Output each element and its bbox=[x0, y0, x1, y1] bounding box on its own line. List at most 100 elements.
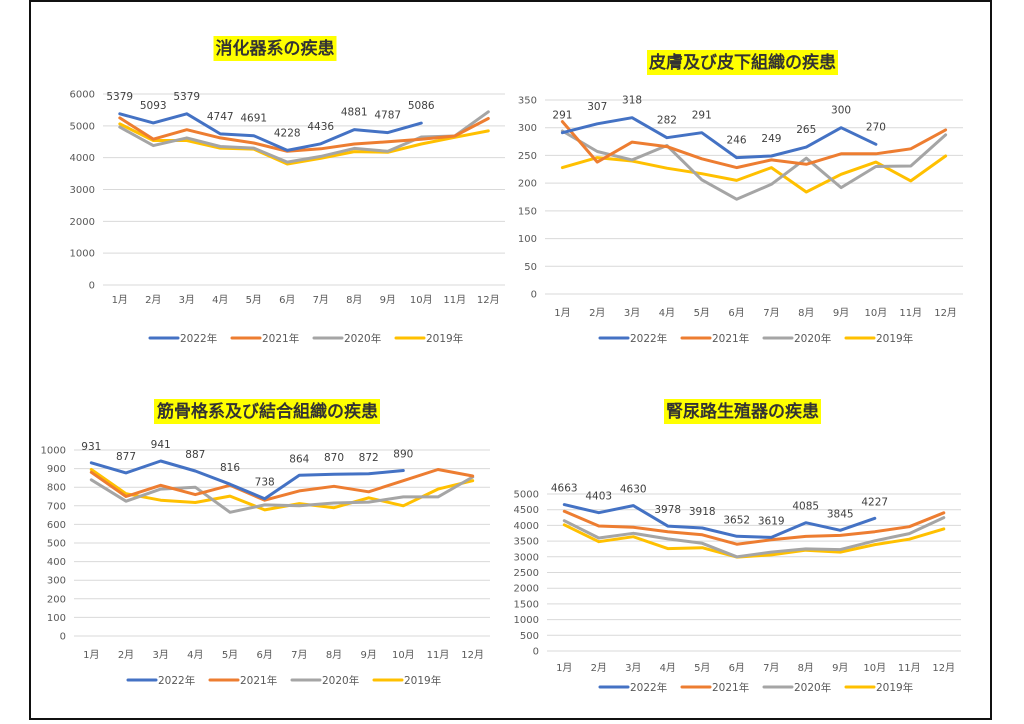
x-tick-label: 4月 bbox=[187, 649, 203, 661]
y-tick-label: 150 bbox=[518, 206, 537, 217]
y-tick-label: 1000 bbox=[514, 615, 539, 626]
chart-genitourinary-diseases: 腎尿路生殖器の疾患 0 500 1000 1500 2000 2500 3000 3500 400… bbox=[505, 395, 980, 705]
data-label: 5086 bbox=[408, 100, 435, 112]
x-tick-label: 4月 bbox=[660, 662, 676, 674]
y-tick-label: 350 bbox=[518, 96, 537, 107]
data-label: 3845 bbox=[827, 508, 854, 520]
y-tick-label: 600 bbox=[47, 520, 66, 531]
legend-label: 2019年 bbox=[876, 681, 913, 694]
chart-title-text: 皮膚及び皮下組織の疾患 bbox=[649, 52, 836, 73]
chart-svg: 皮膚及び皮下組織の疾患 0 50 100 150 200 250 300 350 1月 2月 3月 4月… bbox=[518, 50, 963, 345]
series-line-2019 bbox=[560, 154, 948, 194]
data-label: 5093 bbox=[140, 100, 167, 112]
legend-label: 2019年 bbox=[876, 332, 913, 345]
y-tick-label: 100 bbox=[47, 613, 66, 624]
legend: 2022年 2021年 2020年 2019年 bbox=[598, 332, 913, 345]
data-label: 4747 bbox=[207, 111, 234, 123]
data-label: 3978 bbox=[654, 504, 681, 516]
data-label: 4227 bbox=[861, 496, 888, 508]
x-tick-label: 12月 bbox=[934, 307, 957, 319]
x-tick-label: 8月 bbox=[346, 294, 362, 306]
chart-title-text: 筋骨格系及び結合組織の疾患 bbox=[156, 401, 378, 422]
x-tick-label: 8月 bbox=[326, 649, 342, 661]
data-label: 864 bbox=[289, 453, 309, 465]
legend: 2022年 2021年 2020年 2019年 bbox=[126, 674, 441, 687]
y-tick-label: 4500 bbox=[514, 505, 539, 516]
y-tick-label: 3000 bbox=[514, 552, 539, 563]
data-label: 4691 bbox=[240, 113, 267, 125]
y-tick-label: 1000 bbox=[70, 249, 95, 260]
series-line-2021 bbox=[560, 120, 948, 170]
x-tick-label: 9月 bbox=[360, 649, 376, 661]
x-tick-label: 2月 bbox=[589, 307, 605, 319]
data-label: 4228 bbox=[274, 127, 301, 139]
chart-title-highlight bbox=[154, 399, 380, 424]
chart-title-highlight bbox=[213, 36, 337, 61]
y-tick-label: 500 bbox=[47, 539, 66, 550]
series-line-2019 bbox=[562, 523, 946, 559]
y-tick-label: 3500 bbox=[514, 537, 539, 548]
data-label: 872 bbox=[359, 452, 379, 464]
data-label: 4436 bbox=[307, 121, 334, 133]
data-label: 5379 bbox=[106, 91, 133, 103]
x-tick-label: 6月 bbox=[729, 662, 745, 674]
y-tick-label: 800 bbox=[47, 483, 66, 494]
x-tick-label: 3月 bbox=[179, 294, 195, 306]
x-tick-label: 2月 bbox=[145, 294, 161, 306]
data-label: 282 bbox=[657, 115, 677, 127]
y-tick-label: 5000 bbox=[514, 490, 539, 501]
y-tick-label: 1500 bbox=[514, 599, 539, 610]
data-label: 318 bbox=[622, 95, 642, 107]
x-tick-label: 6月 bbox=[256, 649, 272, 661]
y-tick-label: 0 bbox=[89, 281, 95, 292]
chart-musculoskeletal-diseases: 筋骨格系及び結合組織の疾患 0 100 200 300 400 500 600 700 800 90… bbox=[30, 395, 505, 700]
y-tick-label: 2000 bbox=[514, 584, 539, 595]
x-tick-label: 10月 bbox=[392, 649, 415, 661]
legend-label: 2019年 bbox=[404, 674, 441, 687]
x-tick-label: 1月 bbox=[83, 649, 99, 661]
y-tick-label: 400 bbox=[47, 557, 66, 568]
legend-label: 2021年 bbox=[712, 681, 749, 694]
data-label: 941 bbox=[151, 439, 171, 451]
x-tick-label: 8月 bbox=[798, 307, 814, 319]
x-tick-label: 12月 bbox=[477, 294, 500, 306]
data-label: 931 bbox=[81, 441, 101, 453]
x-tick-label: 11月 bbox=[899, 307, 922, 319]
legend-label: 2021年 bbox=[262, 332, 299, 345]
data-label: 3619 bbox=[758, 515, 785, 527]
chart-title: 皮膚及び皮下組織の疾患 bbox=[647, 50, 838, 75]
y-tick-label: 900 bbox=[47, 464, 66, 475]
legend-label: 2020年 bbox=[794, 681, 831, 694]
chart-title: 腎尿路生殖器の疾患 bbox=[664, 399, 821, 424]
x-tick-label: 1月 bbox=[556, 662, 572, 674]
legend-label: 2021年 bbox=[712, 332, 749, 345]
data-label: 291 bbox=[692, 110, 712, 122]
x-tick-label: 11月 bbox=[898, 662, 921, 674]
y-tick-label: 500 bbox=[520, 631, 539, 642]
series-line-2020 bbox=[118, 110, 490, 164]
data-label: 4663 bbox=[551, 483, 578, 495]
data-label: 300 bbox=[831, 105, 851, 117]
legend-label: 2022年 bbox=[630, 681, 667, 694]
x-tick-label: 7月 bbox=[763, 307, 779, 319]
y-tick-label: 2500 bbox=[514, 568, 539, 579]
data-label: 870 bbox=[324, 452, 344, 464]
x-tick-label: 6月 bbox=[279, 294, 295, 306]
chart-title: 消化器系の疾患 bbox=[213, 36, 337, 61]
data-label: 3652 bbox=[723, 514, 750, 526]
legend-label: 2020年 bbox=[322, 674, 359, 687]
x-tick-label: 5月 bbox=[694, 307, 710, 319]
y-tick-label: 700 bbox=[47, 501, 66, 512]
data-label: 307 bbox=[587, 101, 607, 113]
chart-svg: 消化器系の疾患 0 1000 2000 3000 4000 5000 6000 1月 2月 3月 4月… bbox=[70, 36, 505, 345]
legend-label: 2021年 bbox=[240, 674, 277, 687]
chart-title-highlight bbox=[664, 399, 821, 424]
y-tick-label: 2000 bbox=[70, 217, 95, 228]
y-tick-label: 200 bbox=[518, 179, 537, 190]
data-label: 265 bbox=[796, 124, 816, 136]
x-tick-label: 11月 bbox=[427, 649, 450, 661]
y-tick-label: 4000 bbox=[514, 521, 539, 532]
legend-label: 2020年 bbox=[344, 332, 381, 345]
chart-title-highlight bbox=[647, 50, 838, 75]
y-tick-label: 5000 bbox=[70, 121, 95, 132]
